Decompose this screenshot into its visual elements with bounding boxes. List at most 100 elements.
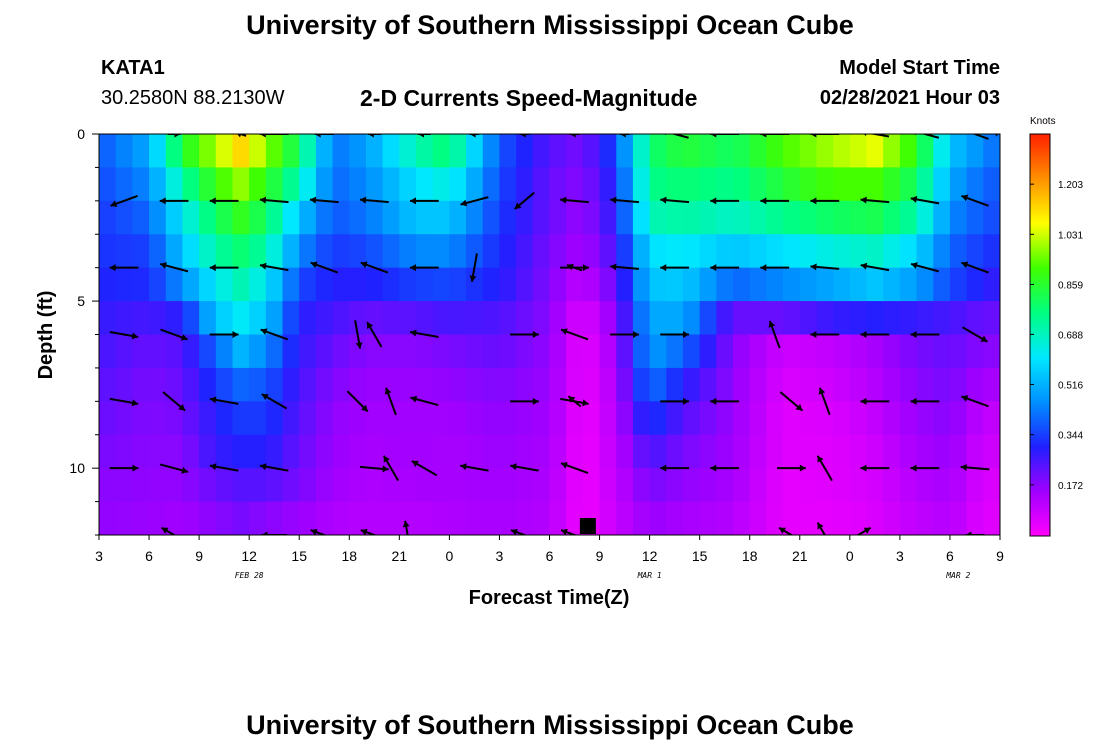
- x-tick-label: 12: [642, 548, 658, 564]
- heatmap-cell: [365, 401, 384, 436]
- heatmap-cell: [432, 367, 450, 402]
- heatmap-cell: [249, 301, 267, 336]
- heatmap-cell: [332, 401, 350, 436]
- heatmap-cell: [466, 134, 484, 169]
- heatmap-cell: [733, 501, 751, 535]
- heatmap-cell: [632, 401, 651, 436]
- heatmap-cell: [466, 468, 484, 503]
- heatmap-cell: [816, 301, 834, 336]
- heatmap-cell: [699, 234, 717, 269]
- heatmap-cell: [165, 468, 184, 503]
- heatmap-cell: [933, 301, 951, 336]
- heatmap-cell: [499, 367, 517, 402]
- current-vector: [346, 390, 369, 413]
- heatmap-cell: [449, 501, 467, 535]
- heatmap-cell: [682, 267, 701, 302]
- heatmap-cell: [599, 301, 617, 336]
- heatmap-cell: [983, 267, 1000, 302]
- heatmap-cell: [215, 301, 234, 336]
- heatmap-cell: [716, 301, 734, 336]
- current-vector: [410, 395, 439, 407]
- heatmap-cell: [232, 468, 250, 503]
- heatmap-cell: [716, 367, 734, 402]
- heatmap-cell: [799, 267, 818, 302]
- current-vector: [209, 463, 239, 472]
- heatmap-cell: [232, 501, 250, 535]
- heatmap-cell: [899, 501, 918, 535]
- current-vector: [417, 134, 431, 138]
- heatmap-cell: [883, 234, 901, 269]
- heatmap-cell: [315, 167, 334, 202]
- current-vector: [660, 264, 690, 272]
- heatmap-cell: [132, 134, 150, 169]
- heatmap-cell: [983, 468, 1000, 503]
- heatmap-cell: [232, 334, 250, 369]
- heatmap-cell: [699, 401, 717, 436]
- heatmap-cell: [315, 267, 334, 302]
- heatmap-cell: [282, 334, 300, 369]
- heatmap-cell: [766, 134, 784, 169]
- heatmap-cell: [766, 401, 784, 436]
- heatmap-cell: [466, 501, 484, 535]
- heatmap-cell: [766, 267, 784, 302]
- y-tick-label: 5: [77, 293, 85, 309]
- heatmap-cell: [382, 434, 400, 469]
- heatmap-cell: [749, 334, 768, 369]
- current-vector: [768, 320, 781, 349]
- heatmap-cell: [382, 401, 400, 436]
- heatmap-cell: [816, 134, 834, 169]
- heatmap-cell: [599, 468, 617, 503]
- current-vector: [510, 463, 539, 472]
- current-vector: [409, 197, 439, 205]
- heatmap-cell: [749, 434, 768, 469]
- heatmap-cell: [249, 434, 267, 469]
- heatmap-cell: [466, 401, 484, 436]
- heatmap-cell: [265, 401, 284, 436]
- heatmap-cell: [499, 134, 517, 169]
- current-vector: [569, 134, 580, 138]
- heatmap-cell: [432, 334, 450, 369]
- heatmap-cell: [282, 200, 300, 235]
- heatmap-cell: [482, 267, 501, 302]
- current-vector: [760, 264, 790, 272]
- heatmap-cell: [349, 200, 367, 235]
- heatmap-cell: [382, 267, 400, 302]
- heatmap-cell: [249, 468, 267, 503]
- heatmap-cell: [232, 401, 250, 436]
- current-vector: [610, 331, 639, 338]
- heatmap-cell: [149, 468, 167, 503]
- heatmap-cell: [249, 167, 267, 202]
- heatmap-cell: [182, 501, 200, 535]
- heatmap-cell: [365, 301, 384, 336]
- heatmap-cell: [482, 468, 501, 503]
- heatmap-cell: [566, 501, 584, 535]
- current-vector: [560, 328, 589, 341]
- heatmap-cell: [149, 200, 167, 235]
- heatmap-cell: [132, 267, 150, 302]
- x-tick-label: 9: [195, 548, 203, 564]
- heatmap-cell: [315, 401, 334, 436]
- heatmap-cell: [566, 200, 584, 235]
- current-vector: [965, 531, 985, 535]
- heatmap-cell: [149, 167, 167, 202]
- heatmap-cell: [299, 468, 317, 503]
- heatmap-cell: [716, 434, 734, 469]
- heatmap-cell: [899, 367, 918, 402]
- heatmap-cell: [616, 334, 634, 369]
- heatmap-cell: [149, 301, 167, 336]
- heatmap-cell: [866, 267, 884, 302]
- x-tick-label: 6: [145, 548, 153, 564]
- heatmap-cell: [749, 134, 768, 169]
- heatmap-cell: [382, 468, 400, 503]
- heatmap-cell: [649, 501, 667, 535]
- heatmap-cell: [649, 334, 667, 369]
- heatmap-cell: [966, 167, 984, 202]
- heatmap-cell: [249, 401, 267, 436]
- heatmap-cell: [466, 234, 484, 269]
- current-vector: [109, 397, 139, 407]
- heatmap-cell: [699, 267, 717, 302]
- heatmap-cell: [682, 401, 701, 436]
- heatmap-cell: [666, 167, 684, 202]
- heatmap-cell: [733, 401, 751, 436]
- heatmap-cell: [899, 234, 918, 269]
